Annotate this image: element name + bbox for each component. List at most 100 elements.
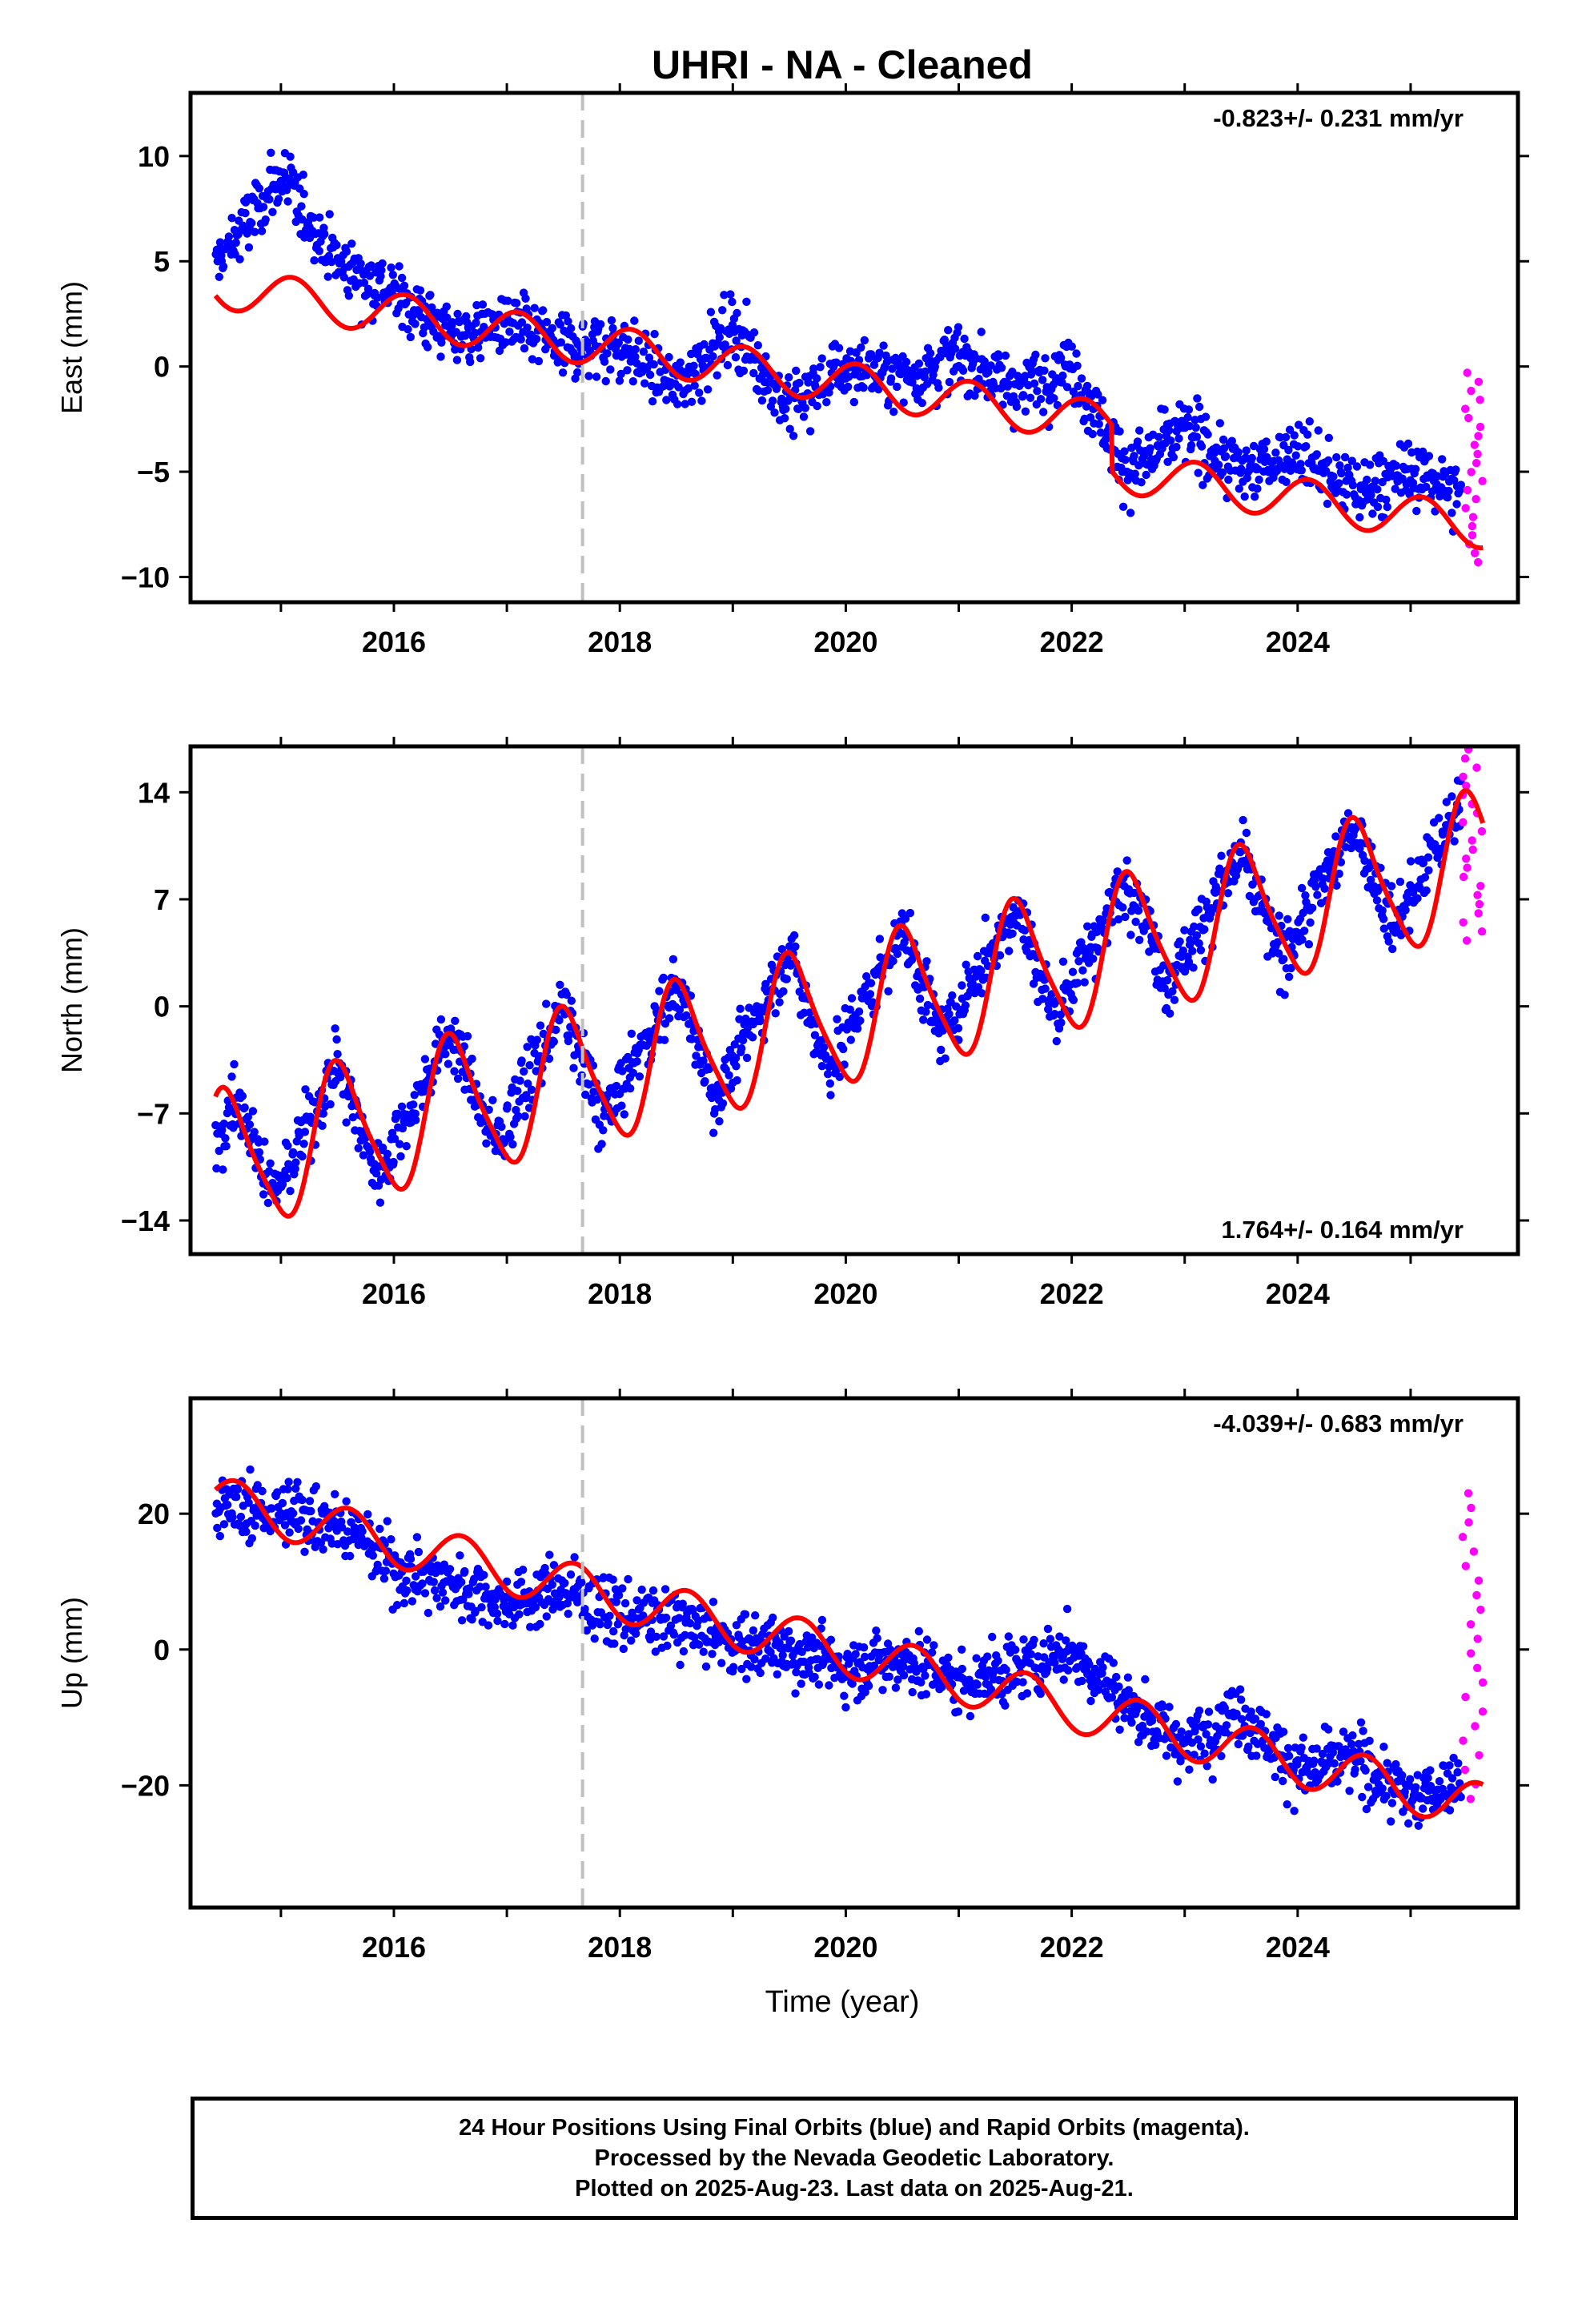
- final-orbit-point: [1026, 393, 1035, 402]
- final-orbit-point: [708, 1650, 717, 1659]
- final-orbit-point: [674, 383, 683, 392]
- final-orbit-point: [1422, 886, 1431, 895]
- final-orbit-point: [296, 1516, 306, 1525]
- final-orbit-point: [222, 1142, 231, 1151]
- final-orbit-point: [826, 1091, 835, 1100]
- final-orbit-point: [569, 1063, 578, 1072]
- final-orbit-point: [406, 332, 415, 342]
- final-orbit-point: [377, 266, 386, 275]
- final-orbit-point: [1335, 869, 1343, 879]
- final-orbit-point: [260, 1137, 269, 1146]
- final-orbit-point: [785, 424, 794, 433]
- final-orbit-point: [1449, 1753, 1458, 1763]
- final-orbit-point: [301, 1085, 310, 1094]
- final-orbit-point: [1001, 1701, 1010, 1710]
- x-tick-label: 2022: [1040, 1277, 1104, 1310]
- final-orbit-point: [267, 1504, 276, 1513]
- final-orbit-point: [1283, 1743, 1293, 1753]
- final-orbit-point: [782, 975, 791, 983]
- final-orbit-point: [1034, 1652, 1042, 1661]
- final-orbit-point: [1379, 915, 1388, 923]
- final-orbit-point: [259, 1190, 268, 1199]
- final-orbit-point: [861, 1652, 869, 1662]
- final-orbit-point: [826, 1635, 836, 1644]
- y-tick-label: −10: [121, 561, 170, 593]
- x-tick-label: 2020: [813, 1277, 877, 1310]
- final-orbit-point: [265, 195, 274, 204]
- rapid-orbit-point: [1468, 513, 1478, 521]
- final-orbit-point: [605, 1611, 614, 1621]
- final-orbit-point: [582, 1626, 591, 1635]
- final-orbit-point: [215, 1531, 224, 1541]
- rapid-orbit-point: [1474, 377, 1484, 386]
- final-orbit-point: [1114, 1682, 1123, 1691]
- final-orbit-point: [1166, 436, 1175, 445]
- final-orbit-point: [436, 352, 445, 361]
- final-orbit-point: [844, 382, 853, 392]
- final-orbit-point: [580, 1604, 589, 1614]
- rapid-orbit-point: [1470, 440, 1480, 449]
- final-orbit-point: [874, 385, 883, 394]
- final-orbit-point: [344, 1092, 353, 1101]
- final-orbit-point: [809, 364, 818, 373]
- final-orbit-point: [630, 316, 639, 325]
- final-orbit-point: [493, 1616, 502, 1626]
- final-orbit-point: [238, 1092, 247, 1100]
- final-orbit-point: [520, 1112, 529, 1121]
- final-orbit-point: [701, 1077, 709, 1086]
- rapid-orbit-point: [1467, 1503, 1476, 1513]
- x-tick-label: 2024: [1266, 1277, 1330, 1310]
- final-orbit-point: [623, 366, 632, 375]
- final-orbit-point: [239, 221, 247, 230]
- y-axis-label: Up (mm): [55, 1597, 88, 1709]
- final-orbit-point: [927, 1648, 937, 1657]
- final-orbit-point: [1423, 853, 1433, 862]
- final-orbit-point: [603, 349, 612, 358]
- final-orbit-point: [520, 1067, 528, 1076]
- final-orbit-point: [673, 400, 682, 408]
- final-orbit-point: [1384, 937, 1393, 946]
- final-orbit-point: [878, 1686, 887, 1695]
- final-orbit-point: [631, 1629, 640, 1638]
- final-orbit-point: [1207, 904, 1216, 913]
- final-orbit-point: [288, 1148, 298, 1157]
- final-orbit-point: [944, 1653, 953, 1663]
- final-orbit-point: [460, 1566, 469, 1576]
- final-orbit-point: [795, 1639, 805, 1649]
- final-orbit-point: [627, 1636, 636, 1645]
- final-orbit-point: [441, 1596, 450, 1605]
- final-orbit-point: [652, 1632, 661, 1641]
- final-orbit-point: [1193, 394, 1202, 403]
- rapid-orbit-point: [1474, 1576, 1484, 1585]
- final-orbit-point: [233, 1485, 243, 1494]
- final-orbit-point: [801, 404, 809, 412]
- final-orbit-point: [463, 1031, 472, 1041]
- final-orbit-point: [1118, 502, 1128, 511]
- final-orbit-point: [1312, 450, 1322, 459]
- final-orbit-point: [789, 432, 798, 440]
- rapid-orbit-point: [1459, 1736, 1468, 1745]
- final-orbit-point: [319, 1545, 327, 1554]
- final-orbit-point: [1038, 995, 1047, 1003]
- final-orbit-point: [402, 1576, 411, 1586]
- final-orbit-point: [315, 247, 323, 255]
- final-orbit-point: [891, 1683, 901, 1692]
- final-orbit-point: [784, 1626, 793, 1636]
- final-orbit-point: [548, 324, 556, 332]
- final-orbit-point: [1324, 433, 1334, 442]
- final-orbit-point: [567, 996, 576, 1005]
- final-orbit-point: [406, 1554, 416, 1563]
- final-orbit-point: [1413, 894, 1422, 903]
- final-orbit-point: [1379, 924, 1389, 933]
- final-orbit-point: [646, 1627, 656, 1636]
- final-orbit-point: [513, 1087, 522, 1096]
- final-orbit-point: [749, 368, 758, 378]
- final-orbit-point: [544, 1054, 554, 1063]
- final-orbit-point: [819, 1043, 829, 1052]
- final-orbit-point: [675, 1614, 684, 1622]
- final-orbit-point: [283, 1173, 291, 1183]
- final-orbit-point: [666, 1621, 676, 1630]
- final-orbit-point: [1378, 1784, 1387, 1793]
- final-orbit-point: [512, 299, 521, 308]
- final-orbit-point: [1419, 1804, 1427, 1813]
